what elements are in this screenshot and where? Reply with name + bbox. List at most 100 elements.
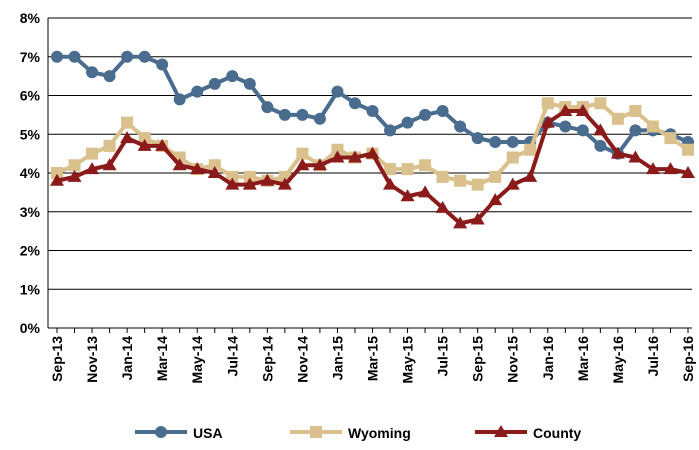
data-point — [312, 158, 327, 171]
data-point — [628, 150, 643, 163]
data-point — [454, 174, 467, 187]
data-point — [155, 138, 170, 151]
x-tick-label: Sep-14 — [259, 336, 275, 382]
data-point — [610, 146, 625, 159]
data-point — [558, 104, 573, 116]
data-point — [506, 151, 519, 164]
data-point — [137, 138, 152, 151]
data-point — [384, 124, 397, 137]
data-point — [296, 108, 309, 121]
data-point — [523, 169, 538, 182]
data-point — [470, 212, 485, 225]
data-point — [540, 115, 555, 128]
data-point — [594, 97, 607, 110]
data-point — [172, 158, 187, 171]
x-tick-label: Mar-14 — [154, 336, 170, 381]
x-tick-label: Jan-16 — [540, 336, 556, 381]
data-point — [506, 136, 519, 148]
data-point — [138, 50, 151, 63]
data-point — [505, 177, 520, 190]
legend-marker — [155, 426, 167, 438]
data-point — [103, 70, 116, 83]
x-tick-label: Jan-14 — [119, 336, 135, 381]
data-point — [208, 159, 221, 172]
x-tick-label: Jul-16 — [645, 336, 661, 377]
data-point — [67, 169, 82, 182]
data-point — [51, 167, 63, 179]
data-point — [347, 150, 362, 163]
x-tick-label: Sep-15 — [470, 336, 486, 382]
data-point — [85, 162, 100, 175]
y-tick-label: 0% — [20, 320, 41, 336]
data-point — [51, 50, 63, 63]
data-point — [225, 177, 240, 190]
data-point — [243, 170, 256, 183]
data-point — [121, 50, 134, 63]
data-point — [436, 170, 449, 183]
data-point — [594, 139, 607, 152]
y-tick-label: 2% — [20, 243, 41, 259]
data-point — [366, 105, 379, 117]
data-point — [418, 185, 433, 198]
data-point — [489, 170, 502, 183]
y-tick-label: 5% — [20, 126, 41, 142]
x-tick-label: Sep-16 — [680, 336, 696, 382]
x-tick-label: May-15 — [400, 336, 416, 384]
data-point — [559, 120, 572, 133]
x-tick-label: May-16 — [610, 336, 626, 384]
data-point — [120, 131, 135, 144]
series-line — [56, 109, 689, 226]
data-point — [663, 162, 678, 175]
data-point — [664, 132, 677, 145]
data-point — [645, 162, 660, 175]
x-tick-label: Mar-16 — [575, 336, 591, 381]
data-point — [331, 143, 344, 156]
data-point — [384, 163, 397, 176]
data-point — [629, 124, 642, 137]
data-point — [243, 77, 256, 90]
data-point — [629, 105, 642, 117]
data-point — [173, 93, 186, 106]
data-point — [365, 146, 380, 159]
y-tick-label: 4% — [20, 165, 41, 181]
y-tick-label: 8% — [20, 10, 41, 26]
x-tick-label: Mar-15 — [365, 336, 381, 381]
data-point — [138, 132, 151, 145]
data-point — [277, 177, 292, 190]
legend-label: USA — [193, 425, 223, 441]
data-point — [226, 70, 239, 83]
data-point — [593, 123, 608, 136]
data-point — [489, 136, 502, 148]
data-point — [68, 50, 81, 63]
data-point — [208, 77, 221, 90]
x-tick-label: May-14 — [189, 336, 205, 384]
x-tick-label: Jul-14 — [224, 336, 240, 377]
legend-marker — [310, 426, 322, 438]
x-tick-label: Jul-15 — [435, 336, 451, 377]
data-point — [682, 143, 694, 156]
data-point — [646, 120, 659, 133]
data-point — [471, 178, 484, 191]
x-tick-label: Nov-15 — [505, 336, 521, 383]
x-tick-label: Jan-15 — [329, 336, 345, 381]
data-point — [419, 108, 432, 121]
legend-marker — [494, 425, 508, 437]
data-point — [68, 159, 81, 172]
data-point — [401, 116, 414, 129]
data-point — [103, 139, 116, 152]
data-point — [541, 97, 554, 110]
data-point — [383, 177, 398, 190]
data-point — [400, 189, 415, 202]
y-tick-label: 1% — [20, 281, 41, 297]
data-point — [435, 200, 450, 213]
data-point — [156, 58, 169, 71]
legend-label: County — [533, 425, 581, 441]
data-point — [242, 177, 257, 190]
data-point — [296, 147, 309, 160]
data-point — [50, 173, 64, 186]
data-point — [524, 143, 537, 156]
x-tick-label: Nov-14 — [294, 336, 310, 383]
data-point — [611, 112, 624, 125]
data-point — [454, 120, 467, 133]
